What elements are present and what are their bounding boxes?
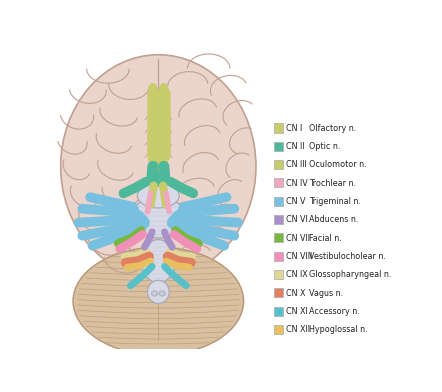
Ellipse shape [141,240,175,283]
Text: CN III: CN III [286,160,307,169]
Text: CN VIII: CN VIII [286,252,312,261]
Text: Facial n.: Facial n. [309,234,342,243]
Text: CN X: CN X [286,289,306,298]
FancyBboxPatch shape [274,215,283,224]
Ellipse shape [130,198,187,238]
Ellipse shape [147,173,170,186]
Text: CN VII: CN VII [286,234,310,243]
Text: Abducens n.: Abducens n. [309,216,359,224]
Ellipse shape [137,183,179,208]
FancyBboxPatch shape [274,196,283,206]
Text: CN IX: CN IX [286,270,308,279]
Text: Optic n.: Optic n. [309,142,341,151]
FancyBboxPatch shape [274,252,283,261]
Text: Oculomotor n.: Oculomotor n. [309,160,367,169]
Text: CN IV: CN IV [286,179,308,188]
Ellipse shape [151,291,157,296]
Text: CN XII: CN XII [286,325,310,334]
Ellipse shape [160,83,168,96]
FancyBboxPatch shape [274,270,283,279]
Text: CN XI: CN XI [286,307,308,316]
Ellipse shape [159,291,165,296]
FancyBboxPatch shape [274,325,283,334]
Ellipse shape [128,211,145,222]
Ellipse shape [171,211,189,222]
Text: Trochlear n.: Trochlear n. [309,179,356,188]
Text: Vestibulocholear n.: Vestibulocholear n. [309,252,386,261]
Ellipse shape [73,247,244,355]
Text: CN V: CN V [286,197,306,206]
Ellipse shape [61,55,256,278]
Text: Accessory n.: Accessory n. [309,307,360,316]
FancyBboxPatch shape [274,123,283,132]
Text: Vagus n.: Vagus n. [309,289,343,298]
Ellipse shape [146,172,171,187]
FancyBboxPatch shape [274,288,283,298]
FancyBboxPatch shape [274,160,283,169]
FancyBboxPatch shape [274,178,283,187]
Ellipse shape [148,280,169,303]
Text: CN VI: CN VI [286,216,308,224]
Ellipse shape [149,83,157,96]
Text: Olfactory n.: Olfactory n. [309,124,357,133]
Text: Trigeminal n.: Trigeminal n. [309,197,361,206]
Text: Hypoglossal n.: Hypoglossal n. [309,325,368,334]
Text: CN I: CN I [286,124,302,133]
Text: Glossopharyngeal n.: Glossopharyngeal n. [309,270,392,279]
FancyBboxPatch shape [274,142,283,151]
FancyBboxPatch shape [274,307,283,316]
Text: CN II: CN II [286,142,305,151]
FancyBboxPatch shape [274,233,283,243]
